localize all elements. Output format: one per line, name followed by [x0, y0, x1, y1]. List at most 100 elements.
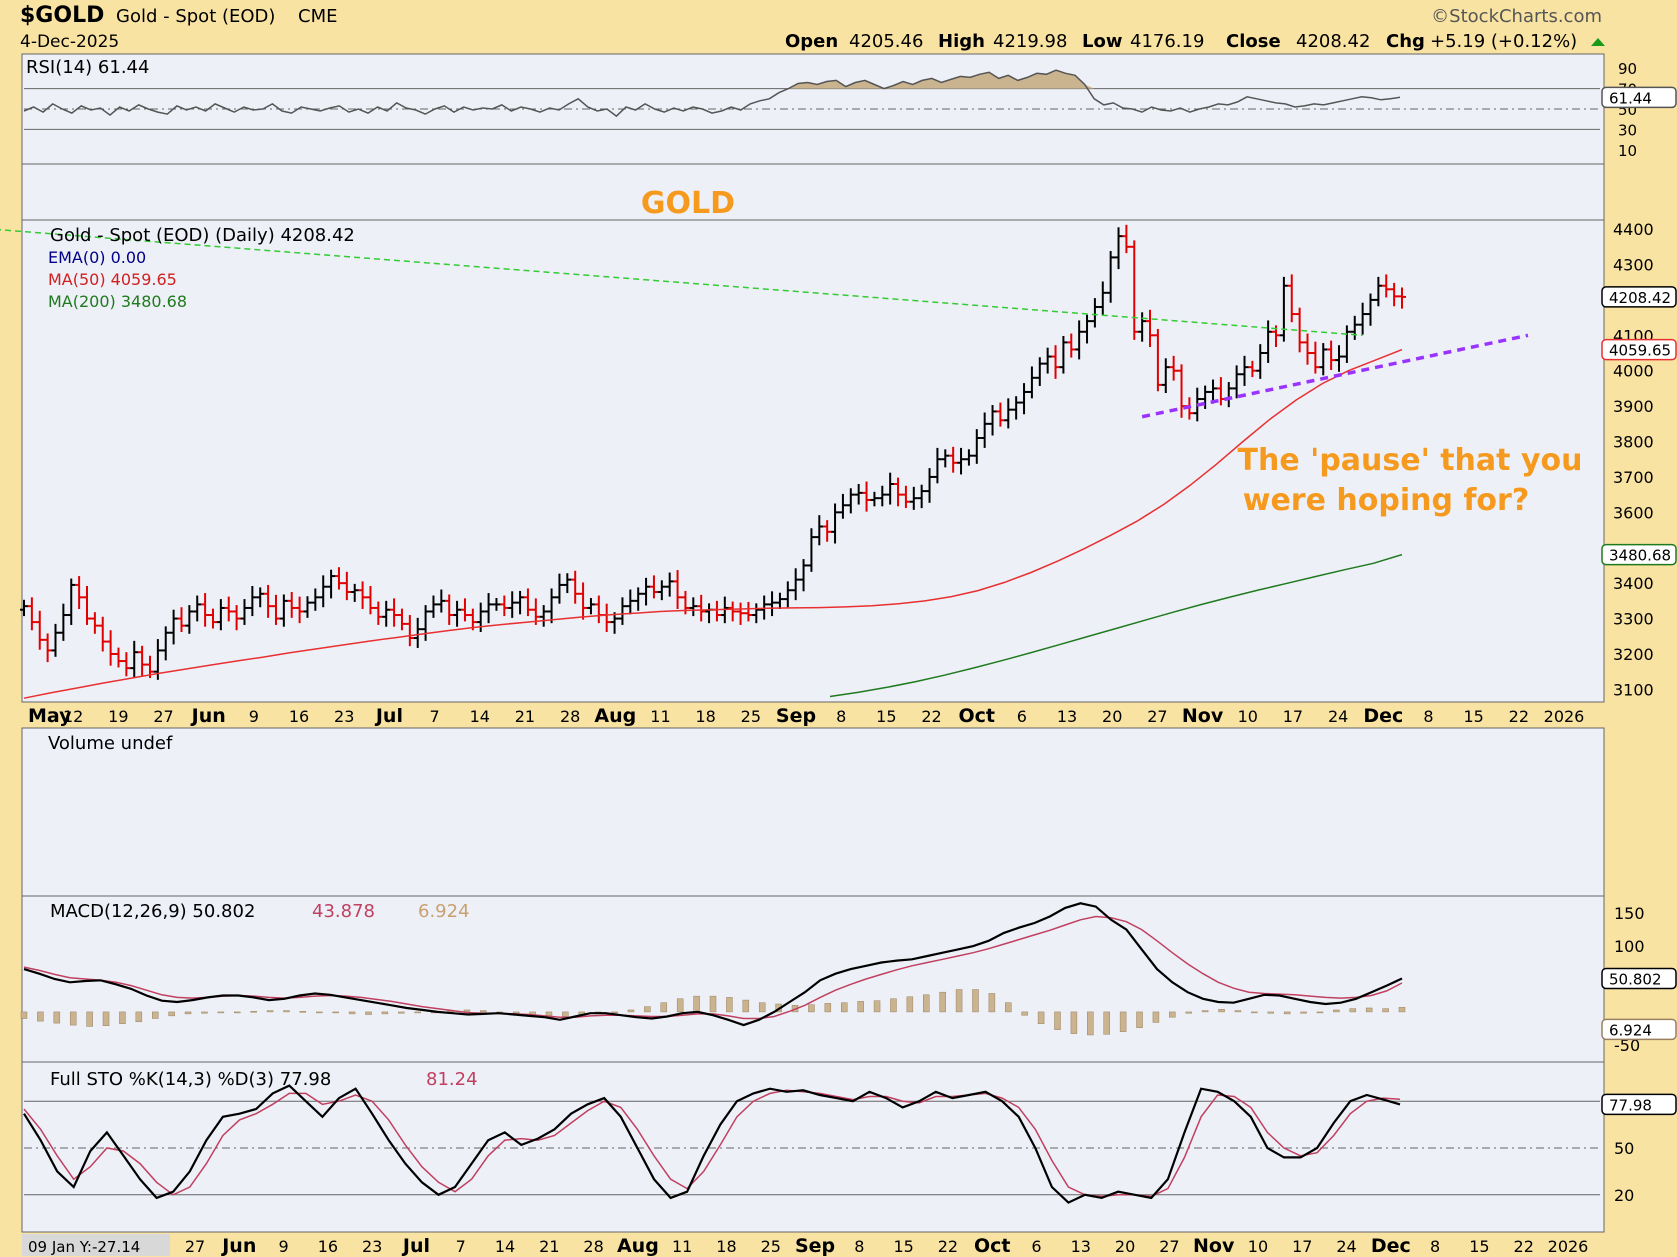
- macd-histogram-bar: [348, 1011, 356, 1015]
- stochastic-x-label: 2026: [1548, 1237, 1589, 1256]
- price-x-label: 15: [876, 707, 896, 726]
- macd-histogram-bar: [1152, 1011, 1160, 1023]
- macd-histogram-bar: [873, 1000, 881, 1013]
- macd-histogram-bar: [742, 999, 750, 1013]
- price-tick-label: 3800: [1613, 433, 1654, 452]
- stochastic-panel: [21, 1061, 1605, 1233]
- price-last-tag-box: [1601, 286, 1677, 308]
- macd-histogram-bar: [726, 997, 733, 1013]
- macd-histogram-bar: [1005, 1002, 1012, 1013]
- macd-histogram-bar: [1382, 1008, 1389, 1013]
- macd-histogram-bar: [939, 991, 946, 1013]
- macd-histogram-bar: [1300, 1011, 1307, 1014]
- brand-logo: ©StockCharts.com: [1431, 6, 1602, 27]
- macd-histogram-bar: [316, 1011, 323, 1014]
- ma50-last-tag: 4059.65: [1609, 342, 1671, 360]
- title-panel: [21, 163, 1605, 221]
- footer-note-box: [22, 1234, 170, 1256]
- macd-histogram-bar: [644, 1006, 651, 1013]
- macd-histogram-bar: [37, 1011, 44, 1022]
- stochastic-x-label: 13: [1071, 1237, 1091, 1256]
- price-x-label: 10: [1238, 707, 1258, 726]
- macd-histogram-bar: [808, 1004, 815, 1013]
- stochastic-x-label: 27: [185, 1237, 205, 1256]
- price-x-label: Aug: [594, 705, 636, 727]
- macd-histogram-bar: [381, 1011, 389, 1015]
- macd-tick-label: -50: [1614, 1036, 1640, 1055]
- macd-histogram-bar: [1103, 1011, 1110, 1035]
- footer-note: 09 Jan Y:-27.14: [28, 1238, 140, 1256]
- macd-histogram-bar: [955, 989, 963, 1013]
- macd-tick-label: 100: [1614, 937, 1645, 956]
- chart-header: $GOLD Gold - Spot (EOD) CME 4-Dec-2025 ©…: [20, 3, 1605, 52]
- callout-line-2: were hoping for?: [1243, 483, 1530, 518]
- stochastic-x-label: Jul: [401, 1235, 430, 1257]
- stochastic-x-label: 15: [1469, 1237, 1489, 1256]
- stochastic-x-label: 25: [761, 1237, 781, 1256]
- stochastic-x-label: Oct: [974, 1235, 1011, 1257]
- price-x-label: 22: [921, 707, 941, 726]
- price-x-label: 18: [695, 707, 715, 726]
- legend-ema: EMA(0) 0.00: [48, 248, 146, 267]
- price-tick-label: 3900: [1613, 397, 1654, 416]
- macd-histogram-bar: [611, 1011, 618, 1014]
- macd-histogram-bar: [923, 994, 930, 1013]
- volume-panel: [21, 727, 1605, 897]
- macd-histogram-bar: [398, 1011, 405, 1014]
- stochastic-x-label: 28: [583, 1237, 603, 1256]
- macd-histogram-bar: [1398, 1007, 1406, 1013]
- stochastic-x-label: 24: [1336, 1237, 1356, 1256]
- chg-value: +5.19 (+0.12%): [1430, 31, 1577, 52]
- macd-histogram-bar: [1349, 1008, 1357, 1013]
- price-x-label: 8: [836, 707, 846, 726]
- price-x-label: Jul: [374, 705, 403, 727]
- rsi-current-tag: 61.44: [1609, 89, 1652, 107]
- macd-histogram-bar: [1054, 1011, 1061, 1030]
- macd-histogram-bar: [184, 1011, 192, 1015]
- macd-histogram-bar: [1333, 1009, 1340, 1013]
- price-x-label: 19: [108, 707, 128, 726]
- price-x-label: 22: [1509, 707, 1529, 726]
- macd-signal-value: 43.878: [312, 901, 375, 922]
- price-x-label: 23: [334, 707, 354, 726]
- legend-ma50: MA(50) 4059.65: [48, 270, 177, 289]
- macd-histogram-bar: [906, 996, 914, 1013]
- macd-hist-value: 6.924: [418, 901, 470, 922]
- macd-histogram-bar: [1021, 1011, 1028, 1016]
- macd-histogram-bar: [151, 1011, 159, 1019]
- price-x-label: 20: [1102, 707, 1122, 726]
- price-x-label: 6: [1017, 707, 1027, 726]
- price-x-label: 21: [515, 707, 535, 726]
- open-value: 4205.46: [849, 31, 923, 52]
- rsi-overbought-fill: [24, 70, 1400, 89]
- macd-histogram-bar: [86, 1011, 93, 1027]
- price-x-label: May: [28, 705, 72, 727]
- macd-hist-last-tag-box: [1601, 1018, 1677, 1041]
- macd-histogram-bar: [972, 989, 979, 1013]
- stochastic-x-label: 14: [495, 1237, 515, 1256]
- panel-title-gold: GOLD: [641, 186, 735, 221]
- ma50-last-tag-box: [1601, 338, 1677, 361]
- macd-histogram-bar: [890, 998, 897, 1013]
- price-x-label: 9: [249, 707, 259, 726]
- price-title: Gold - Spot (EOD) (Daily) 4208.42: [50, 225, 355, 246]
- macd-histogram-bar: [627, 1009, 635, 1013]
- macd-histogram-bar: [168, 1011, 175, 1017]
- rsi-title: RSI(14) 61.44: [26, 57, 149, 78]
- rsi-line: [23, 69, 1401, 118]
- price-x-label: 27: [153, 707, 173, 726]
- stochastic-last-tag-box: [1601, 1093, 1677, 1116]
- stochastic-last-tag: 77.98: [1609, 1096, 1652, 1114]
- rsi-tick-label: 90: [1618, 60, 1637, 78]
- macd-histogram-bar: [1185, 1011, 1192, 1014]
- macd-histogram-bar: [135, 1011, 143, 1023]
- stochastic-x-label: Jun: [220, 1235, 256, 1257]
- price-last-tag: 4208.42: [1609, 289, 1671, 307]
- price-x-label: 24: [1328, 707, 1348, 726]
- macd-histogram-bar: [102, 1011, 110, 1026]
- close-label: Close: [1226, 31, 1281, 52]
- macd-histogram-bar: [676, 998, 684, 1013]
- callout-line-1: The 'pause' that you: [1238, 443, 1583, 478]
- macd-histogram-bar: [1267, 1011, 1275, 1014]
- stochastic-x-label: 22: [1514, 1237, 1534, 1256]
